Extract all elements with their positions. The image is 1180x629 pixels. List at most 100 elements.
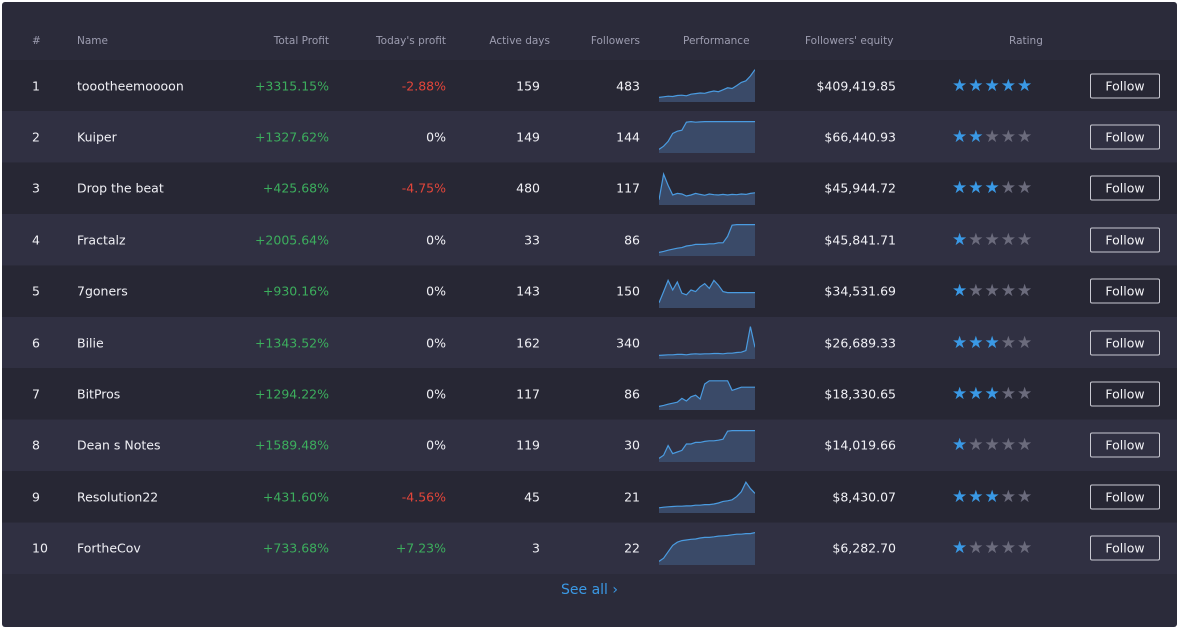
star-icon: ★: [984, 383, 1001, 404]
total-profit: +1327.62%: [254, 129, 329, 145]
table-row: 1 toootheemoooon +3315.15% -2.88% 159 48…: [2, 60, 1177, 111]
active-days: 162: [516, 335, 540, 350]
performance-sparkline: [659, 380, 755, 411]
rating-stars: ★★★★★: [952, 230, 1033, 250]
header-followers: Followers: [590, 35, 640, 47]
followers-count: 144: [616, 129, 640, 145]
star-icon: ★: [1017, 486, 1034, 507]
rating-stars: ★★★★★: [952, 435, 1033, 455]
star-icon: ★: [952, 435, 969, 456]
star-icon: ★: [968, 229, 985, 250]
follow-button[interactable]: Follow: [1090, 124, 1160, 150]
active-days: 119: [516, 437, 540, 453]
todays-profit: 0%: [426, 335, 446, 350]
followers-equity: $6,282.70: [832, 540, 896, 556]
star-icon: ★: [968, 75, 985, 96]
follow-button[interactable]: Follow: [1090, 432, 1160, 458]
row-rank: 10: [32, 540, 48, 556]
todays-profit: 0%: [426, 386, 446, 402]
star-icon: ★: [1017, 178, 1034, 199]
star-icon: ★: [984, 281, 1001, 302]
see-all-link[interactable]: See all ›: [561, 582, 618, 598]
row-rank: 9: [32, 489, 40, 505]
todays-profit: 0%: [426, 232, 446, 248]
star-icon: ★: [968, 281, 985, 302]
follow-button[interactable]: Follow: [1090, 330, 1160, 355]
sparkline-area: [659, 224, 755, 257]
todays-profit: 0%: [426, 283, 446, 299]
todays-profit: -2.88%: [401, 78, 446, 93]
table-row: 8 Dean s Notes +1589.48% 0% 119 30 $14,0…: [2, 419, 1177, 471]
todays-profit: 0%: [426, 129, 446, 145]
follow-button[interactable]: Follow: [1090, 73, 1160, 98]
todays-profit: 0%: [426, 437, 446, 453]
active-days: 480: [516, 180, 540, 196]
star-icon: ★: [1000, 229, 1017, 250]
table-row: 4 Fractalz +2005.64% 0% 33 86 $45,841.71…: [2, 214, 1177, 266]
trader-name-link[interactable]: BitPros: [77, 386, 121, 402]
performance-sparkline: [659, 531, 755, 565]
sparkline-line: [659, 69, 755, 98]
trader-name-link[interactable]: Drop the beat: [77, 180, 164, 196]
performance-sparkline: [659, 278, 755, 308]
performance-sparkline: [659, 481, 755, 514]
sparkline-area: [659, 279, 755, 308]
trader-name-link[interactable]: Dean s Notes: [77, 437, 161, 453]
todays-profit: -4.56%: [401, 489, 446, 505]
row-rank: 6: [32, 335, 40, 350]
sparkline-line: [659, 380, 755, 408]
rating-stars: ★★★★★: [952, 487, 1033, 507]
total-profit: +425.68%: [262, 180, 329, 196]
star-icon: ★: [952, 178, 969, 199]
star-icon: ★: [952, 383, 969, 404]
followers-equity: $66,440.93: [824, 129, 896, 145]
star-icon: ★: [1000, 435, 1017, 456]
table-row: 7 BitPros +1294.22% 0% 117 86 $18,330.65…: [2, 368, 1177, 420]
total-profit: +1294.22%: [254, 386, 329, 402]
star-icon: ★: [984, 126, 1001, 147]
trader-name-link[interactable]: FortheCov: [77, 540, 141, 556]
trader-name-link[interactable]: toootheemoooon: [77, 78, 184, 93]
performance-sparkline: [659, 326, 755, 359]
follow-button[interactable]: Follow: [1090, 175, 1160, 201]
trader-name-link[interactable]: Bilie: [77, 335, 104, 350]
table-row: 6 Bilie +1343.52% 0% 162 340 $26,689.33 …: [2, 317, 1177, 368]
rating-stars: ★★★★★: [952, 281, 1033, 301]
star-icon: ★: [968, 178, 985, 199]
rating-stars: ★★★★★: [952, 76, 1033, 96]
followers-equity: $18,330.65: [824, 386, 896, 402]
performance-sparkline: [659, 224, 755, 257]
sparkline-line: [659, 326, 755, 356]
followers-count: 340: [616, 335, 640, 350]
trader-name-link[interactable]: 7goners: [77, 283, 128, 299]
follow-button[interactable]: Follow: [1090, 381, 1160, 407]
star-icon: ★: [1017, 538, 1034, 559]
trader-name-link[interactable]: Fractalz: [77, 232, 126, 248]
star-icon: ★: [952, 75, 969, 96]
active-days: 159: [516, 78, 540, 93]
star-icon: ★: [1000, 538, 1017, 559]
trader-name-link[interactable]: Resolution22: [77, 489, 159, 505]
rating-stars: ★★★★★: [952, 333, 1033, 353]
follow-button[interactable]: Follow: [1090, 278, 1160, 304]
row-rank: 2: [32, 129, 40, 145]
header-performance: Performance: [683, 35, 750, 47]
followers-count: 86: [624, 232, 640, 248]
followers-equity: $34,531.69: [824, 283, 896, 299]
follow-button[interactable]: Follow: [1090, 484, 1160, 510]
followers-count: 22: [624, 540, 640, 556]
active-days: 143: [516, 283, 540, 299]
trader-name-link[interactable]: Kuiper: [77, 129, 117, 145]
sparkline-line: [659, 171, 755, 200]
header-total-profit: Total Profit: [273, 35, 329, 47]
follow-button[interactable]: Follow: [1090, 227, 1160, 253]
star-icon: ★: [984, 75, 1001, 96]
follow-button[interactable]: Follow: [1090, 535, 1160, 561]
performance-sparkline: [659, 171, 755, 205]
star-icon: ★: [1017, 435, 1034, 456]
sparkline-area: [659, 326, 755, 359]
sparkline-line: [659, 121, 755, 151]
sparkline-line: [659, 429, 755, 459]
sparkline-area: [659, 482, 755, 514]
table-row: 3 Drop the beat +425.68% -4.75% 480 117 …: [2, 162, 1177, 214]
